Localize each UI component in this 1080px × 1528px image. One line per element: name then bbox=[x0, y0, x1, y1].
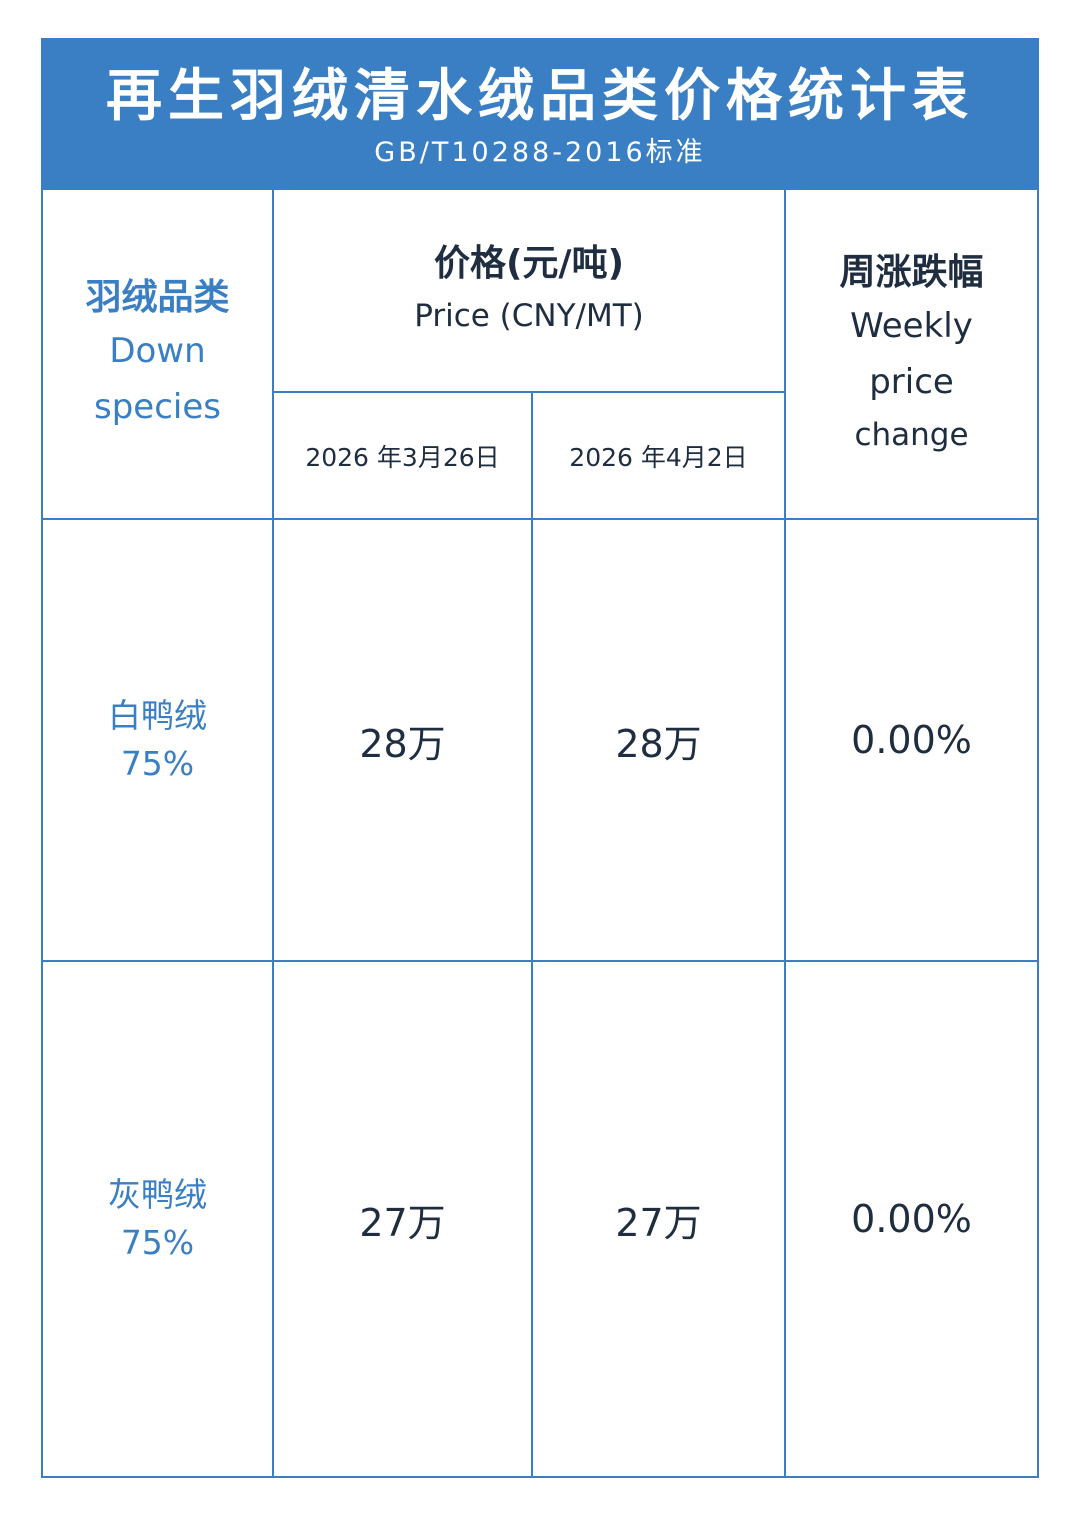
grid-line-horizontal bbox=[43, 518, 1037, 520]
table-row-change: 0.00% bbox=[786, 520, 1037, 960]
price-table: 再生羽绒清水绒品类价格统计表 GB/T10288-2016标准 羽绒品类 Dow… bbox=[41, 38, 1039, 1478]
species-header-cell: 羽绒品类 Down species bbox=[43, 190, 272, 518]
change-header-cell: 周涨跌幅 Weekly price change bbox=[786, 190, 1037, 518]
species-name: 白鸭绒 bbox=[108, 696, 207, 735]
change-header-en-1: Weekly bbox=[850, 306, 973, 346]
table-row-species: 灰鸭绒 75% bbox=[43, 962, 272, 1476]
species-header-en-1: Down bbox=[109, 331, 206, 371]
table-row-price2: 27万 bbox=[533, 962, 784, 1476]
species-grade: 75% bbox=[120, 1223, 195, 1262]
price-value: 27万 bbox=[359, 1200, 446, 1245]
table-header-band: 再生羽绒清水绒品类价格统计表 GB/T10288-2016标准 bbox=[43, 40, 1037, 190]
table-row-price2: 28万 bbox=[533, 520, 784, 960]
table-row-price1: 27万 bbox=[274, 962, 531, 1476]
grid-line-vertical bbox=[531, 392, 533, 1476]
date1-label: 2026 年3月26日 bbox=[305, 442, 500, 472]
species-name: 灰鸭绒 bbox=[108, 1175, 207, 1214]
change-header-cn: 周涨跌幅 bbox=[839, 252, 984, 293]
date2-label: 2026 年4月2日 bbox=[569, 442, 748, 472]
price-value: 28万 bbox=[359, 721, 446, 766]
species-grade: 75% bbox=[120, 744, 195, 783]
table-row-species: 白鸭绒 75% bbox=[43, 520, 272, 960]
change-value: 0.00% bbox=[851, 1197, 972, 1241]
price-header-cn: 价格(元/吨) bbox=[433, 242, 625, 284]
change-header-en-3: change bbox=[854, 417, 969, 453]
grid-line-vertical bbox=[784, 190, 786, 1476]
grid-line-horizontal bbox=[43, 960, 1037, 962]
price-header-en: Price (CNY/MT) bbox=[414, 297, 644, 334]
species-header-cn: 羽绒品类 bbox=[85, 277, 230, 318]
grid-line-horizontal bbox=[272, 391, 786, 393]
change-header-en-2: price bbox=[869, 362, 954, 402]
date2-header-cell: 2026 年4月2日 bbox=[533, 393, 784, 518]
price-value: 27万 bbox=[615, 1200, 702, 1245]
date1-header-cell: 2026 年3月26日 bbox=[274, 393, 531, 518]
table-row-price1: 28万 bbox=[274, 520, 531, 960]
table-row-change: 0.00% bbox=[786, 962, 1037, 1476]
page-title: 再生羽绒清水绒品类价格统计表 bbox=[106, 64, 974, 129]
change-value: 0.00% bbox=[851, 718, 972, 762]
standard-subtitle: GB/T10288-2016标准 bbox=[374, 137, 706, 168]
species-header-en-2: species bbox=[94, 387, 221, 427]
grid-line-vertical bbox=[272, 190, 274, 1476]
price-value: 28万 bbox=[615, 721, 702, 766]
price-header-cell: 价格(元/吨) Price (CNY/MT) bbox=[274, 190, 784, 391]
